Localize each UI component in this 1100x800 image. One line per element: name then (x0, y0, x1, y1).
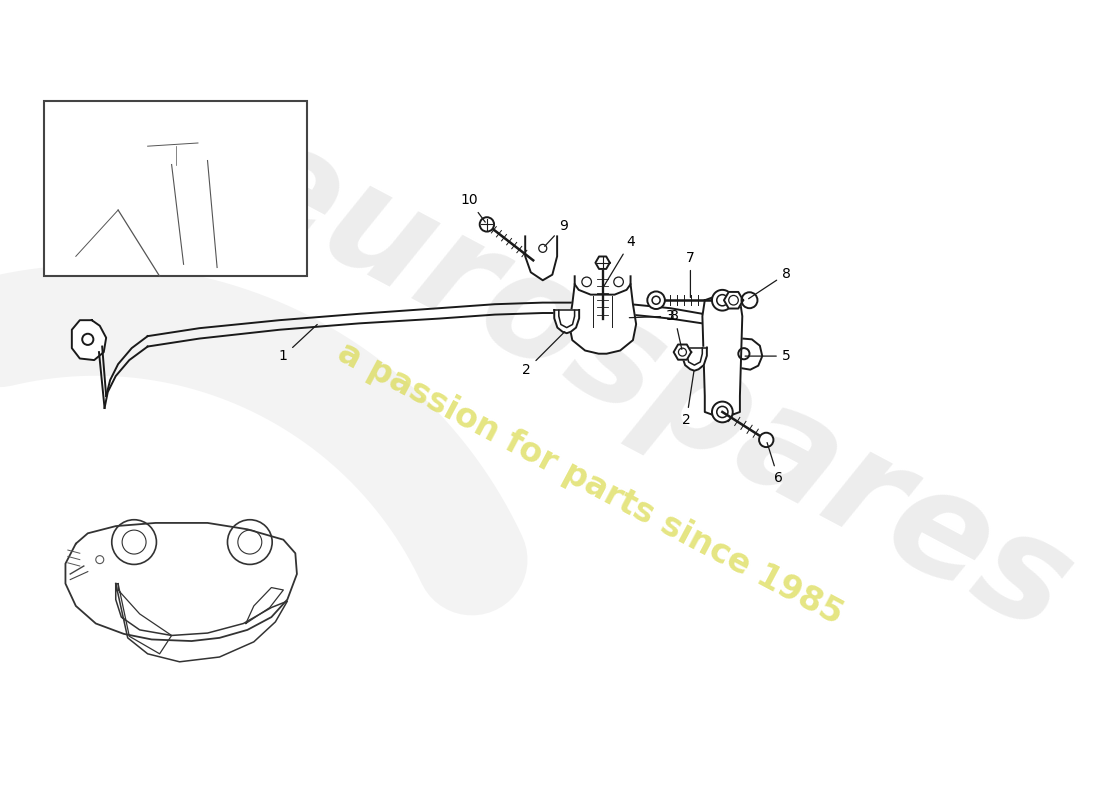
Circle shape (82, 334, 94, 345)
Circle shape (614, 277, 624, 286)
Circle shape (679, 348, 686, 356)
Polygon shape (724, 292, 744, 309)
Circle shape (480, 218, 494, 231)
Text: 10: 10 (461, 194, 485, 222)
Polygon shape (554, 310, 580, 334)
Polygon shape (569, 284, 636, 354)
Circle shape (759, 433, 773, 447)
Bar (44, 101, 307, 276)
Polygon shape (682, 347, 707, 370)
Circle shape (712, 290, 733, 310)
Polygon shape (703, 294, 742, 418)
Circle shape (717, 294, 728, 306)
Circle shape (738, 348, 749, 359)
Text: 5: 5 (745, 349, 791, 363)
Text: 9: 9 (544, 219, 568, 246)
Circle shape (539, 244, 547, 252)
Text: eurospares: eurospares (214, 106, 1094, 663)
Circle shape (582, 277, 592, 286)
Polygon shape (728, 338, 762, 370)
Circle shape (728, 295, 738, 305)
Polygon shape (595, 257, 609, 269)
Text: 7: 7 (686, 251, 695, 298)
Text: 2: 2 (682, 371, 694, 427)
Polygon shape (525, 236, 557, 280)
Text: 8: 8 (670, 309, 682, 350)
Circle shape (647, 291, 664, 309)
Circle shape (652, 296, 660, 304)
Text: 2: 2 (522, 332, 564, 377)
Text: 4: 4 (604, 235, 635, 286)
Polygon shape (673, 345, 691, 360)
Text: 3: 3 (629, 309, 674, 323)
Polygon shape (72, 320, 107, 360)
Text: 8: 8 (749, 267, 791, 298)
Circle shape (712, 402, 733, 422)
Circle shape (717, 406, 728, 418)
Circle shape (741, 292, 758, 308)
Text: a passion for parts since 1985: a passion for parts since 1985 (332, 336, 849, 631)
Text: 1: 1 (279, 325, 317, 363)
Text: 6: 6 (767, 442, 783, 486)
